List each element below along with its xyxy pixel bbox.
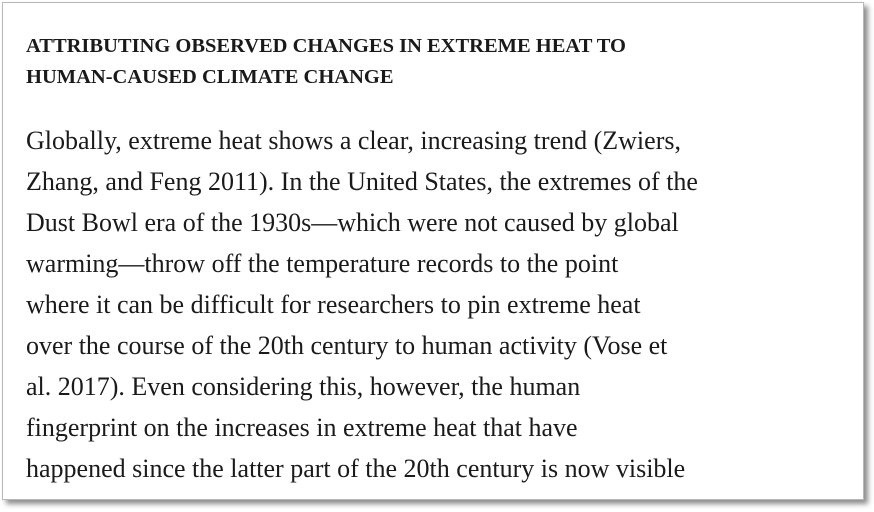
paragraph-line: al. 2017). Even considering this, howeve… bbox=[26, 372, 581, 401]
paragraph-line: over the course of the 20th century to h… bbox=[26, 331, 668, 360]
paragraph-line: where it can be difficult for researcher… bbox=[26, 290, 641, 319]
document-excerpt: ATTRIBUTING OBSERVED CHANGES IN EXTREME … bbox=[2, 2, 864, 500]
body-paragraph: Globally, extreme heat shows a clear, in… bbox=[26, 120, 856, 489]
heading-line: ATTRIBUTING OBSERVED CHANGES IN EXTREME … bbox=[26, 35, 626, 57]
paragraph-line: warming—throw off the temperature record… bbox=[26, 249, 619, 278]
paragraph-line: Globally, extreme heat shows a clear, in… bbox=[26, 126, 681, 155]
paragraph-line: Zhang, and Feng 2011). In the United Sta… bbox=[26, 167, 698, 196]
paragraph-line: happened since the latter part of the 20… bbox=[26, 454, 686, 483]
paragraph-line: fingerprint on the increases in extreme … bbox=[26, 413, 578, 442]
heading-line: HUMAN-CAUSED CLIMATE CHANGE bbox=[26, 66, 394, 88]
paragraph-line: Dust Bowl era of the 1930s—which were no… bbox=[26, 208, 679, 237]
section-heading: ATTRIBUTING OBSERVED CHANGES IN EXTREME … bbox=[26, 31, 826, 93]
